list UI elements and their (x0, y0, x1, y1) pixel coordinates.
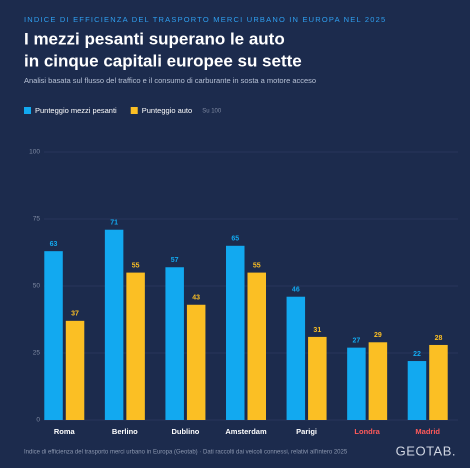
subtitle: Analisi basata sul flusso del traffico e… (24, 76, 316, 85)
footer: Indice di efficienza del trasporto merci… (24, 450, 348, 456)
data-label: 27 (352, 337, 360, 344)
bar (347, 347, 366, 420)
bar (429, 344, 448, 420)
legend-label: Punteggio auto (142, 106, 192, 115)
chart-title: I mezzi pesanti superano le auto (24, 29, 285, 48)
data-label: 28 (435, 335, 443, 342)
bar (44, 251, 63, 420)
bar (186, 304, 206, 420)
x-tick-label: Amsterdam (225, 427, 267, 436)
bar (126, 272, 145, 420)
data-label: 43 (192, 295, 200, 302)
x-tick-label: Roma (54, 427, 76, 436)
legend-swatch (130, 107, 138, 114)
data-label: 29 (374, 332, 382, 339)
bar (407, 361, 427, 420)
bar (65, 320, 85, 420)
x-tick-label: Madrid (415, 427, 440, 436)
data-label: 55 (132, 262, 140, 269)
data-label: 65 (231, 236, 239, 243)
logo: GEOTAB. (396, 443, 456, 458)
bar (165, 267, 184, 420)
x-tick-label: Dublino (171, 427, 199, 436)
x-tick-label: Berlino (112, 427, 138, 436)
unit-note: Su 100 (202, 109, 222, 115)
data-label: 37 (71, 311, 79, 318)
supertitle: INDICE DI EFFICIENZA DEL TRASPORTO MERCI… (24, 15, 386, 24)
bar (286, 296, 306, 420)
data-label: 46 (292, 287, 300, 294)
data-label: 55 (253, 262, 261, 269)
bar (226, 245, 245, 420)
bar (247, 272, 266, 420)
data-label: 31 (313, 327, 321, 334)
bar (104, 229, 124, 420)
data-label: 71 (110, 220, 118, 227)
data-label: 57 (171, 257, 179, 264)
data-label: 63 (50, 241, 58, 248)
x-tick-label: Parigi (296, 427, 317, 436)
chart-title: in cinque capitali europee su sette (24, 51, 302, 70)
y-tick-label: 0 (36, 417, 40, 424)
y-tick-label: 50 (33, 283, 41, 290)
y-tick-label: 75 (33, 216, 41, 223)
bar (308, 336, 327, 420)
bar (368, 342, 388, 420)
y-tick-label: 100 (29, 149, 40, 156)
data-label: 22 (413, 351, 421, 358)
x-tick-label: Londra (354, 427, 380, 436)
legend-label: Punteggio mezzi pesanti (35, 106, 117, 115)
legend-swatch (24, 107, 31, 114)
y-tick-label: 25 (33, 350, 41, 357)
